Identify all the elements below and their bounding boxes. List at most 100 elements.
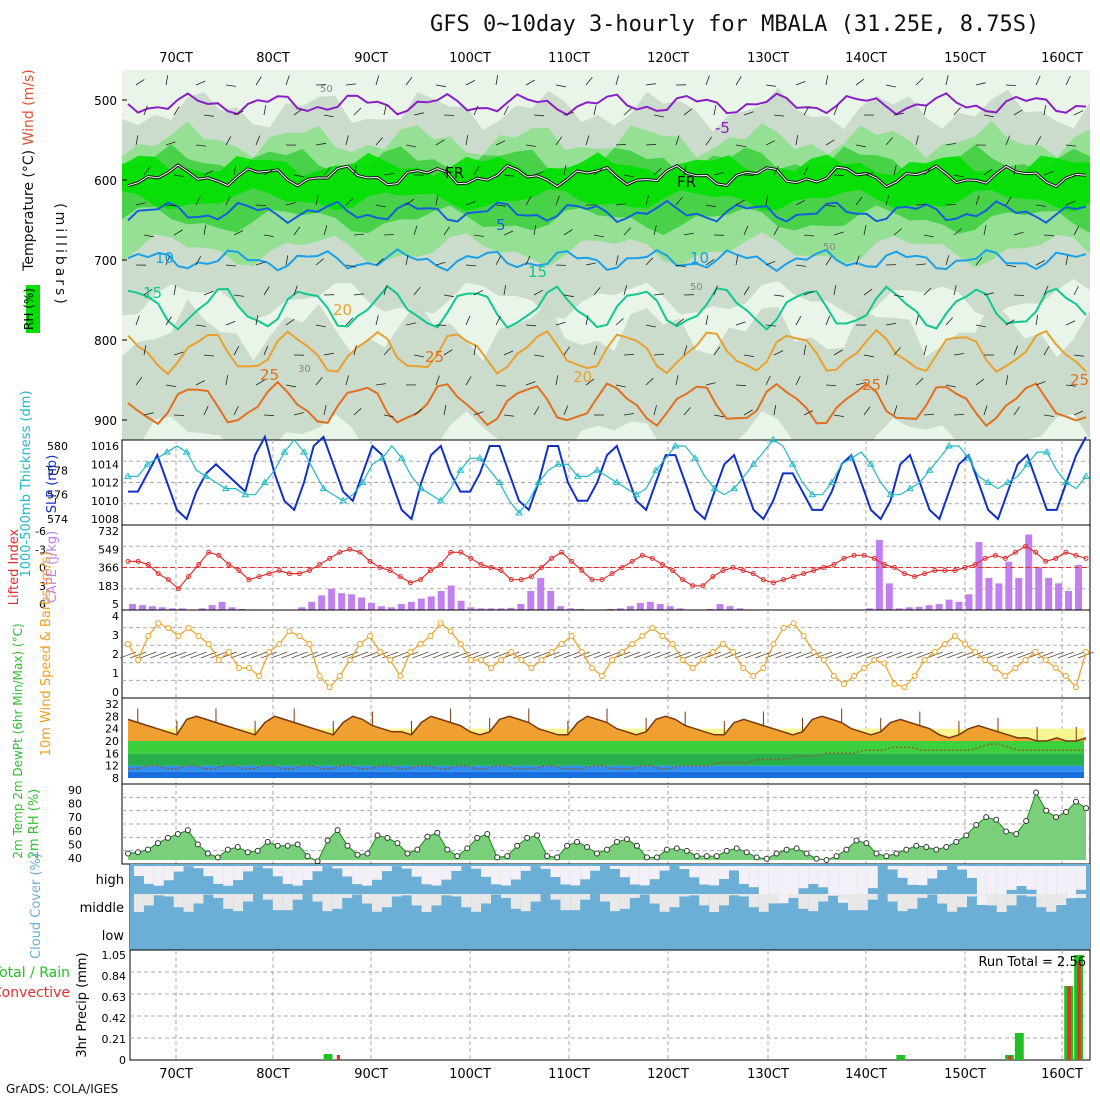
wind-barb: [1043, 414, 1054, 417]
cloud-high-gap: [362, 866, 372, 886]
wind10m-marker: [780, 625, 787, 631]
cloud-high-gap: [778, 866, 789, 904]
wind10m-marker: [125, 641, 131, 647]
cloud-mid-gap: [431, 894, 442, 906]
wind10m-marker: [800, 633, 807, 639]
cloud-mid-gap: [262, 894, 273, 900]
contour-label: 25: [862, 376, 881, 394]
wind-barb: [495, 255, 501, 266]
rh2m-marker: [973, 821, 980, 828]
wind10m-marker: [488, 665, 495, 671]
thickness-marker: [867, 460, 875, 467]
wind-barb: [623, 227, 632, 236]
li-marker: [1053, 555, 1059, 561]
wind-barb: [135, 79, 145, 86]
wind-barb: [825, 204, 836, 208]
rh2m-marker: [244, 849, 251, 856]
wind-barb: [683, 108, 693, 116]
li-marker: [992, 552, 998, 558]
ua-y-tick-label: 900: [94, 414, 117, 428]
rh2m-marker: [384, 834, 391, 841]
rh2m-marker: [963, 832, 970, 839]
cloud-mid-gap: [808, 894, 819, 912]
rh2m-marker: [494, 854, 501, 861]
li-marker: [125, 558, 131, 564]
wind-barb: [915, 315, 919, 326]
li-marker: [1012, 549, 1018, 555]
wind-barb: [225, 264, 236, 267]
wind-barb: [705, 204, 716, 208]
cloud-mid-gap: [976, 894, 987, 896]
wind-barb: [825, 315, 831, 326]
wind-barb: [263, 234, 274, 237]
li-marker: [801, 571, 807, 577]
thickness-marker: [593, 466, 602, 473]
cloud-mid-gap: [729, 894, 739, 896]
wind10m-barb: [583, 651, 601, 659]
wind-barb: [255, 315, 259, 326]
wind-barb: [923, 413, 935, 416]
wind10m-marker: [215, 657, 222, 663]
contour-label: 30: [298, 364, 311, 375]
contour-label: 15: [528, 263, 547, 281]
li-marker: [367, 558, 373, 564]
cape-bar: [567, 608, 575, 610]
rh2m-marker: [514, 842, 521, 849]
wind10m-barb: [361, 651, 379, 659]
li-marker: [538, 565, 544, 570]
cloud-mid-gap: [699, 894, 710, 906]
wind-barb: [405, 322, 416, 326]
wind10m-marker: [750, 673, 757, 679]
y-tick-label: 183: [98, 580, 119, 593]
wind-barb: [263, 105, 267, 116]
wind-barb: [1013, 231, 1024, 236]
wind10m-barb: [795, 651, 812, 659]
wind-barb: [983, 225, 987, 236]
cloud-high-gap: [699, 866, 710, 885]
wind-barb: [1065, 75, 1071, 86]
cloud-high-gap: [967, 866, 977, 879]
wind-barb: [863, 406, 871, 416]
wind10m-barb: [603, 651, 621, 659]
thickness-marker: [495, 478, 504, 485]
upper-air-panel: -5 FR FR 5 10 10 15 15 20 20 25 25 25 25 50 50 50 30 500 60…: [21, 51, 1090, 470]
cloud-mid-gap: [867, 894, 878, 900]
cloud-high-gap: [292, 866, 303, 886]
wind-barb: [1065, 255, 1069, 266]
wind-barb: [945, 204, 957, 206]
wind-barb: [863, 288, 873, 296]
wind10m-marker: [820, 657, 827, 663]
wind-barb: [293, 226, 301, 236]
li-marker: [639, 552, 645, 558]
cape-bar: [666, 606, 674, 610]
cape-bar: [547, 590, 555, 610]
wind10m-marker: [629, 641, 636, 647]
wind10m-barb: [341, 651, 358, 659]
y-tick-label: 574: [47, 513, 68, 526]
wind-barb: [1043, 285, 1049, 296]
wind10m-marker: [861, 665, 868, 671]
wind-barb: [285, 75, 290, 86]
rh2m-marker: [723, 847, 730, 854]
li-marker: [659, 561, 665, 567]
wind10m-barb: [180, 651, 197, 659]
cloud-high-gap: [808, 866, 819, 885]
wind10m-barb: [170, 651, 187, 659]
thickness-marker: [632, 490, 641, 498]
ua-ylabel: (millibars): [52, 203, 68, 307]
wind10m-barb: [825, 651, 843, 659]
wind-barb: [413, 286, 421, 296]
cape-bar: [407, 601, 415, 610]
cloud-high-gap: [173, 866, 184, 872]
thickness-line: [128, 438, 1087, 514]
wind-barb: [233, 110, 244, 116]
wind10m-marker: [528, 665, 535, 671]
wind10m-marker: [891, 681, 898, 687]
wind-barb: [203, 354, 214, 357]
wind-barb: [863, 225, 867, 236]
rh2m-marker: [753, 854, 760, 861]
y-tick-label: 50: [68, 838, 82, 851]
wind10m-marker: [901, 684, 908, 691]
wind-barb: [1005, 319, 1015, 326]
thickness-marker: [1023, 460, 1032, 467]
